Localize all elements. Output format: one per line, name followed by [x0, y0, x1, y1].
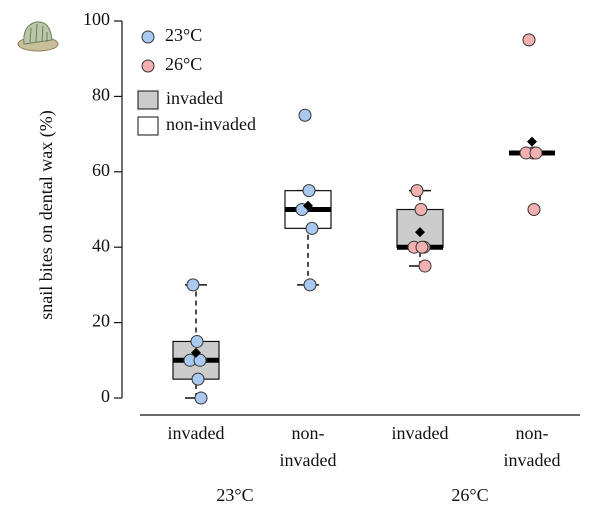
data-point	[191, 372, 205, 386]
data-point	[194, 391, 208, 405]
legend-marker	[137, 90, 159, 110]
legend-label: invaded	[166, 88, 223, 108]
legend-marker	[141, 30, 155, 44]
data-point	[303, 278, 317, 292]
y-tick-label: 80	[92, 85, 110, 105]
y-axis-label: snail bites on dental wax (%)	[36, 110, 57, 319]
y-tick-label: 40	[92, 235, 110, 255]
data-point	[305, 221, 319, 235]
y-tick-label: 60	[92, 160, 110, 180]
legend-label: 26°C	[165, 54, 202, 74]
legend-marker	[137, 116, 159, 136]
data-point	[529, 146, 543, 160]
x-tick-label: invaded	[280, 450, 337, 470]
y-tick-label: 0	[101, 386, 110, 406]
mean	[527, 136, 537, 147]
legend-label: non-invaded	[166, 114, 256, 134]
legend-label: 23°C	[165, 25, 202, 45]
data-point	[418, 259, 432, 273]
group-label: 23°C	[216, 485, 253, 505]
data-point	[186, 278, 200, 292]
snail-icon	[17, 21, 59, 52]
x-tick-label: invaded	[504, 450, 561, 470]
x-tick-label: non-	[292, 423, 325, 443]
y-tick-label: 20	[92, 311, 110, 331]
data-point	[190, 334, 204, 348]
data-point	[298, 108, 312, 122]
mean	[415, 227, 425, 238]
data-point	[410, 184, 424, 198]
data-point	[415, 240, 429, 254]
x-tick-label: non-	[516, 423, 549, 443]
group-label: 26°C	[451, 485, 488, 505]
mean	[303, 200, 313, 211]
data-point	[302, 184, 316, 198]
x-tick-label: invaded	[392, 423, 449, 443]
data-point	[527, 203, 541, 216]
y-tick-label: 100	[83, 9, 110, 29]
legend-marker	[141, 59, 155, 73]
data-point	[522, 33, 536, 47]
x-tick-label: invaded	[168, 423, 225, 443]
data-point	[193, 353, 207, 367]
data-point	[414, 203, 428, 216]
mean	[191, 347, 201, 358]
